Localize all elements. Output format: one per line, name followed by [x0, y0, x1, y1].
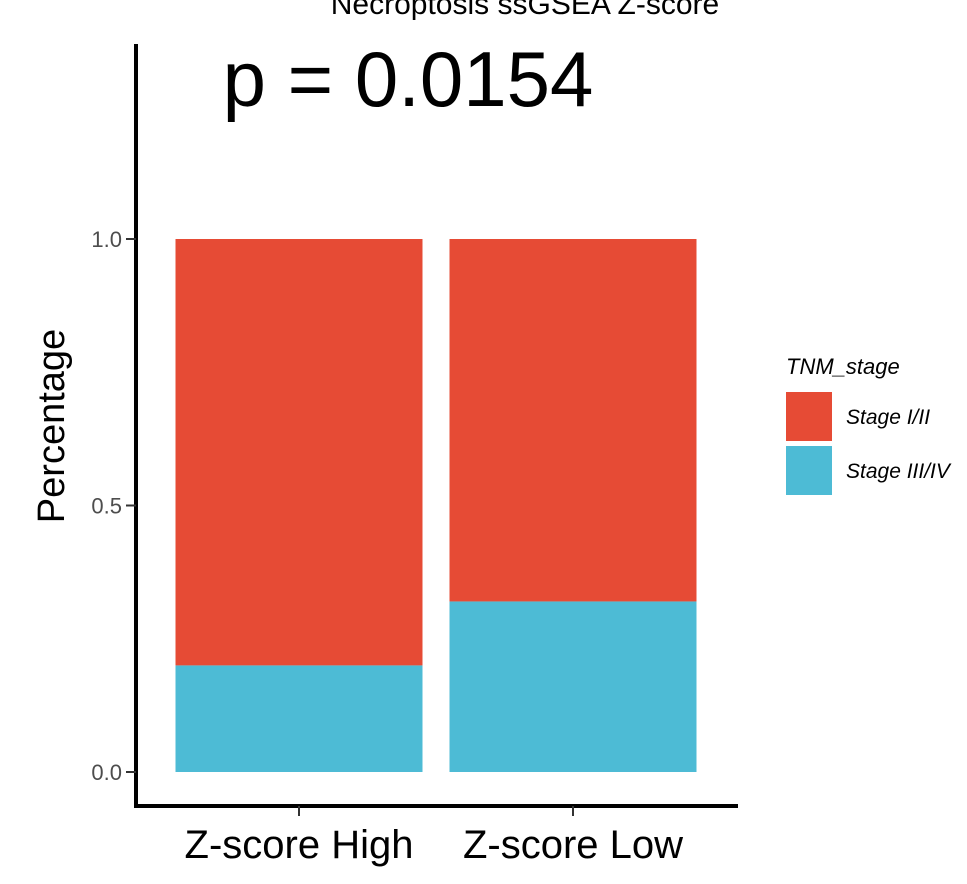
y-tick-label: 0.0	[91, 760, 122, 785]
y-axis-title: Percentage	[31, 329, 73, 523]
legend-key	[786, 392, 832, 441]
chart-title: Necroptosis ssGSEA Z-score	[331, 0, 719, 21]
bar-segment-stage-iii-iv-2	[449, 601, 697, 772]
x-tick-label: Z-score High	[185, 823, 414, 867]
axes-group: 0.0 0.5 1.0 Z-score High Z-score Low	[91, 44, 738, 867]
legend-label: Stage III/IV	[846, 460, 952, 483]
y-tick-label: 0.5	[91, 494, 122, 519]
bar-segment-stage-i-ii-2	[449, 239, 697, 602]
bar-segment-stage-i-ii-1	[175, 239, 423, 666]
bar-segment-stage-iii-iv-1	[175, 665, 423, 772]
bars-group	[175, 239, 697, 772]
legend-key	[786, 446, 832, 495]
legend-label: Stage I/II	[846, 406, 930, 429]
legend: TNM_stage Stage I/II Stage III/IV	[786, 354, 952, 495]
y-tick-label: 1.0	[91, 227, 122, 252]
x-tick-label: Z-score Low	[463, 823, 683, 867]
legend-title: TNM_stage	[786, 354, 900, 379]
p-value-annotation: p = 0.0154	[223, 35, 594, 123]
